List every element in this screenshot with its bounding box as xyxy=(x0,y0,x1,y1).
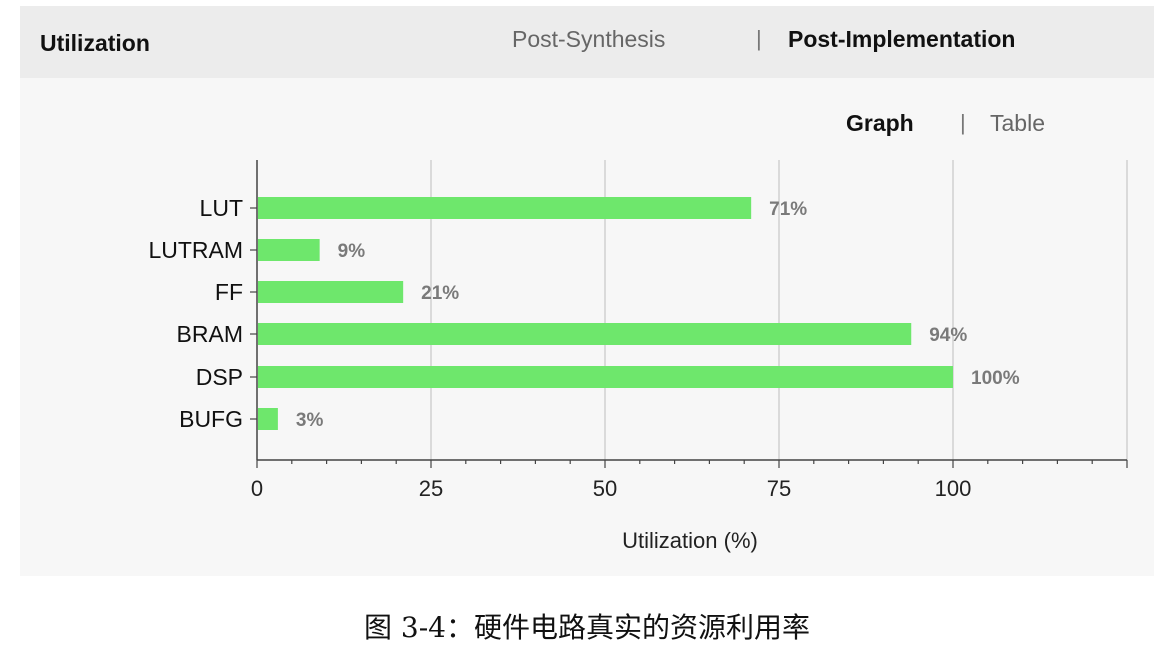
tab-table[interactable]: Table xyxy=(990,110,1045,136)
figure-caption: 图 3-4：硬件电路真实的资源利用率 xyxy=(364,611,810,644)
bar xyxy=(258,408,278,430)
utilization-bar-chart: 0 25 50 75 100 Utilization (%) LUT 71% LUTRAM 9% F… xyxy=(148,160,1128,553)
bar xyxy=(258,281,404,303)
tab-post-synthesis[interactable]: Post-Synthesis xyxy=(512,26,666,52)
y-tick-label: DSP xyxy=(196,364,243,390)
x-tick-label: 100 xyxy=(935,476,972,501)
y-tick-label: FF xyxy=(215,279,243,305)
tab-separator: | xyxy=(756,26,762,51)
y-tick-label: LUT xyxy=(200,195,243,221)
y-tick-label: LUTRAM xyxy=(148,237,243,263)
x-tick-label: 0 xyxy=(251,476,263,501)
data-label: 3% xyxy=(296,410,324,431)
x-tick-label: 50 xyxy=(593,476,617,501)
bar xyxy=(258,366,953,388)
bar xyxy=(258,323,912,345)
data-label: 71% xyxy=(769,199,807,220)
view-separator: | xyxy=(960,110,966,135)
data-label: 21% xyxy=(421,283,459,304)
panel-title: Utilization xyxy=(40,30,150,56)
tab-graph[interactable]: Graph xyxy=(846,110,914,136)
panel-header: Utilization Post-Synthesis | Post-Implem… xyxy=(20,6,1154,78)
bar xyxy=(258,239,320,261)
data-label: 100% xyxy=(971,368,1020,389)
data-label: 9% xyxy=(338,241,366,262)
x-tick-label: 25 xyxy=(419,476,443,501)
data-label: 94% xyxy=(929,325,967,346)
utilization-panel: Utilization Post-Synthesis | Post-Implem… xyxy=(20,6,1154,576)
y-tick-label: BUFG xyxy=(179,406,243,432)
bar xyxy=(258,197,752,219)
y-tick-label: BRAM xyxy=(177,321,243,347)
x-tick-label: 75 xyxy=(767,476,791,501)
x-axis-label: Utilization (%) xyxy=(622,528,758,553)
tab-post-implementation[interactable]: Post-Implementation xyxy=(788,26,1016,52)
